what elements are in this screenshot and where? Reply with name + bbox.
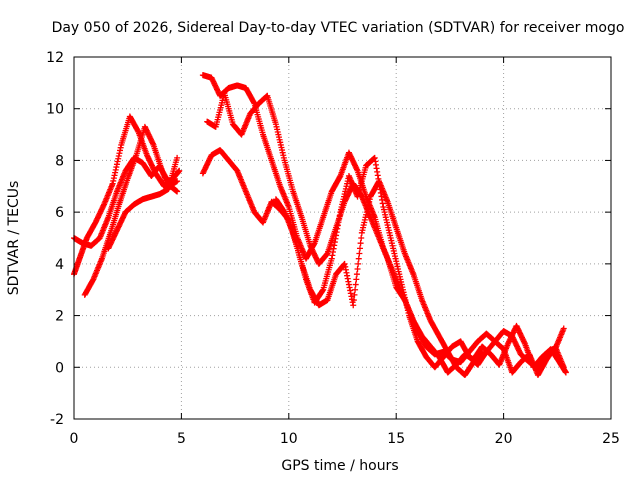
x-axis-label: GPS time / hours: [281, 458, 398, 474]
series-track-1: [71, 113, 183, 278]
x-tick-label: 0: [70, 431, 79, 447]
data-point: [352, 281, 359, 288]
y-axis-label: SDTVAR / TECUs: [6, 181, 22, 296]
data-point: [350, 302, 357, 309]
series-track-7: [204, 90, 569, 376]
data-point: [350, 297, 357, 304]
data-point: [174, 188, 181, 195]
y-tick-label: 0: [55, 360, 64, 376]
data-point: [356, 245, 363, 252]
x-tick-label: 25: [602, 431, 620, 447]
series-track-5: [199, 72, 567, 373]
series-track-3: [81, 123, 181, 298]
y-tick-label: 6: [55, 205, 64, 221]
plot-frame: [73, 56, 612, 420]
chart-title: Day 050 of 2026, Sidereal Day-to-day VTE…: [52, 20, 625, 36]
x-tick-label: 10: [280, 431, 298, 447]
data-point: [562, 369, 569, 376]
data-point: [354, 266, 361, 273]
data-point: [353, 276, 360, 283]
data-points: [71, 72, 569, 379]
data-point: [560, 325, 567, 332]
data-point: [174, 178, 181, 185]
data-point: [355, 260, 362, 267]
y-tick-label: 8: [55, 153, 64, 169]
data-point: [479, 348, 486, 355]
y-tick-label: 4: [55, 257, 64, 273]
data-point: [353, 271, 360, 278]
y-tick-label: 10: [46, 102, 64, 118]
tick-labels: 0 5 10 15 20 25 -2 0 2 4 6 8 10 12: [46, 50, 620, 447]
data-point: [176, 167, 183, 174]
series-track-8: [272, 178, 486, 379]
x-tick-label: 5: [177, 431, 186, 447]
data-point: [174, 154, 181, 161]
series-track-6: [199, 147, 567, 379]
x-tick-label: 15: [387, 431, 405, 447]
series-track-4: [105, 154, 181, 252]
data-point: [357, 240, 364, 247]
data-point: [358, 235, 365, 241]
y-tick-label: -2: [50, 412, 64, 428]
data-point: [356, 250, 363, 257]
x-tick-label: 20: [495, 431, 513, 447]
data-point: [352, 286, 359, 293]
y-tick-label: 2: [55, 309, 64, 325]
data-point: [355, 255, 362, 262]
data-point: [351, 291, 358, 298]
y-tick-label: 12: [46, 50, 64, 66]
